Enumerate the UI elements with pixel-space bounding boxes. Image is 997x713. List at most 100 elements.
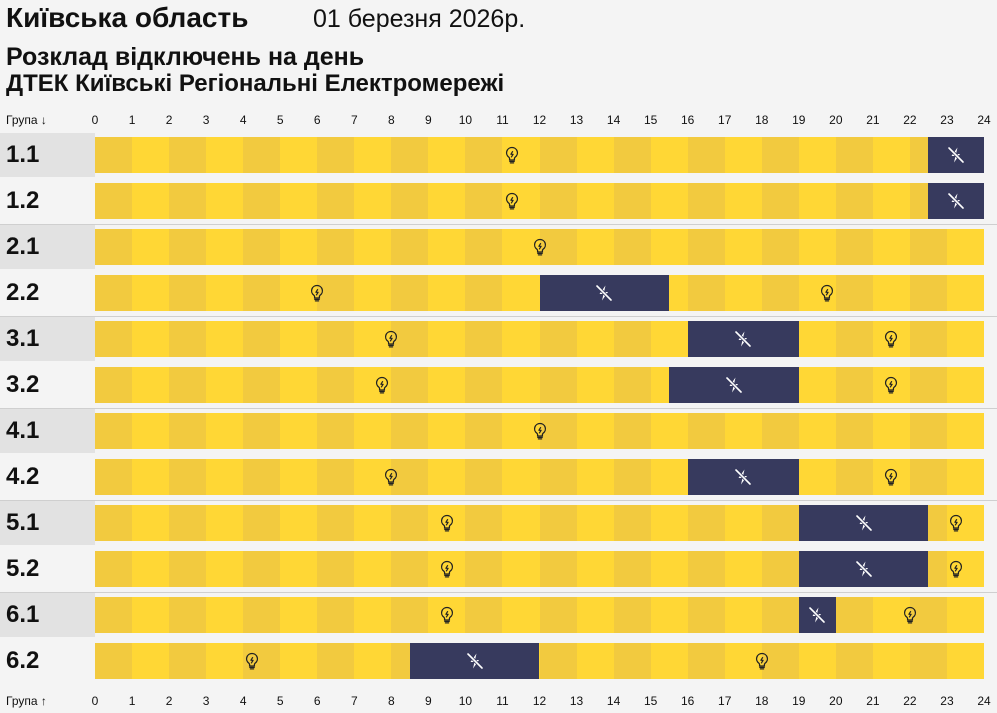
hour-cell bbox=[502, 137, 540, 173]
group-row-2.2: 2.2 bbox=[0, 271, 997, 317]
hour-cell bbox=[280, 137, 318, 173]
hour-tick-8: 8 bbox=[387, 113, 395, 127]
hour-tick-18: 18 bbox=[755, 113, 769, 127]
lightbulb-icon bbox=[881, 329, 901, 349]
hour-cell bbox=[502, 459, 540, 495]
group-row-1.2: 1.2 bbox=[0, 179, 997, 225]
hour-cell bbox=[354, 229, 392, 265]
hour-cell bbox=[243, 597, 281, 633]
hour-axis-top: Група ↓ 0 1 2 3 4 5 6 7 8 9 10 11 12 13 14 15 16 17 18 19 20… bbox=[0, 110, 997, 132]
power-off-icon bbox=[946, 145, 966, 165]
hour-cell bbox=[317, 597, 355, 633]
hour-cell bbox=[724, 229, 763, 265]
schedule-bar bbox=[95, 413, 985, 449]
hour-cell bbox=[169, 551, 207, 587]
hour-cell bbox=[169, 183, 207, 219]
hour-cell bbox=[687, 413, 726, 449]
hour-cell bbox=[502, 321, 540, 357]
power-off-icon bbox=[946, 191, 966, 211]
company-name: ДТЕК Київські Регіональні Електромережі bbox=[6, 70, 505, 97]
hour-cell bbox=[391, 321, 429, 357]
schedule-bar bbox=[95, 229, 985, 265]
hour-cell bbox=[576, 229, 615, 265]
group-header-bottom: Група ↑ bbox=[6, 694, 47, 708]
hour-cell bbox=[724, 183, 763, 219]
hour-cell bbox=[317, 551, 355, 587]
hour-cell bbox=[502, 597, 540, 633]
hour-cell bbox=[132, 229, 170, 265]
hour-cell bbox=[391, 413, 429, 449]
hour-cell bbox=[465, 597, 503, 633]
hour-cell bbox=[95, 367, 133, 403]
hour-cell bbox=[502, 367, 540, 403]
hour-cell bbox=[761, 505, 800, 541]
hour-cell bbox=[798, 367, 837, 403]
group-label: 2.2 bbox=[0, 271, 95, 315]
schedule-bar bbox=[95, 137, 985, 173]
hour-cell bbox=[872, 275, 911, 311]
hour-cell bbox=[613, 413, 652, 449]
hour-cell bbox=[465, 183, 503, 219]
hour-cell bbox=[835, 137, 874, 173]
hour-cell bbox=[465, 137, 503, 173]
hour-cell bbox=[243, 137, 281, 173]
hour-tick-15: 15 bbox=[643, 694, 658, 708]
hour-cell bbox=[909, 275, 948, 311]
hour-cell bbox=[798, 275, 837, 311]
hour-cell bbox=[132, 367, 170, 403]
hour-cell bbox=[613, 367, 652, 403]
hour-tick-3: 3 bbox=[202, 113, 210, 127]
hour-cell bbox=[872, 183, 911, 219]
hour-cell bbox=[243, 229, 281, 265]
hour-cell bbox=[798, 321, 837, 357]
hour-cell bbox=[243, 459, 281, 495]
hour-cell bbox=[132, 183, 170, 219]
hour-cell bbox=[576, 367, 615, 403]
hour-cell bbox=[576, 643, 615, 679]
hour-cell bbox=[835, 275, 874, 311]
lightbulb-icon bbox=[502, 145, 522, 165]
hour-cell bbox=[761, 137, 800, 173]
hour-cell bbox=[539, 229, 578, 265]
group-label: 5.2 bbox=[0, 547, 95, 591]
lightbulb-icon bbox=[437, 513, 457, 533]
hour-cell bbox=[502, 275, 540, 311]
hour-cell bbox=[280, 459, 318, 495]
hour-tick-8: 8 bbox=[387, 694, 395, 708]
lightbulb-icon bbox=[946, 513, 966, 533]
schedule-bar bbox=[95, 505, 985, 541]
hour-cell bbox=[502, 183, 540, 219]
hour-tick-23: 23 bbox=[940, 113, 954, 127]
hour-cell bbox=[613, 229, 652, 265]
lightbulb-icon bbox=[752, 651, 772, 671]
hour-cell bbox=[391, 229, 429, 265]
hour-cell bbox=[872, 643, 911, 679]
hour-cell bbox=[909, 459, 948, 495]
hour-cell bbox=[909, 367, 948, 403]
group-row-3.2: 3.2 bbox=[0, 363, 997, 409]
hour-cell bbox=[539, 321, 578, 357]
hour-cell bbox=[243, 321, 281, 357]
hour-tick-18: 18 bbox=[755, 694, 769, 708]
hour-cell bbox=[613, 505, 652, 541]
hour-cell bbox=[835, 597, 874, 633]
hour-cell bbox=[169, 505, 207, 541]
schedule-bar bbox=[95, 643, 985, 679]
hour-cell bbox=[613, 321, 652, 357]
hour-cell bbox=[391, 551, 429, 587]
hour-tick-0: 0 bbox=[91, 694, 99, 708]
power-off-icon bbox=[733, 329, 753, 349]
hour-tick-2: 2 bbox=[165, 694, 173, 708]
schedule-date: 01 березня 2026р. bbox=[313, 5, 526, 33]
hour-cell bbox=[132, 505, 170, 541]
hour-cell bbox=[280, 413, 318, 449]
hour-tick-19: 19 bbox=[792, 694, 806, 708]
hour-tick-16: 16 bbox=[680, 694, 695, 708]
schedule-subtitle: Розклад відключень на день bbox=[6, 43, 365, 71]
hour-tick-5: 5 bbox=[276, 113, 284, 127]
hour-cell bbox=[576, 459, 615, 495]
hour-cell bbox=[576, 321, 615, 357]
hour-cell bbox=[317, 229, 355, 265]
hour-cell bbox=[243, 275, 281, 311]
hour-cell bbox=[95, 229, 133, 265]
